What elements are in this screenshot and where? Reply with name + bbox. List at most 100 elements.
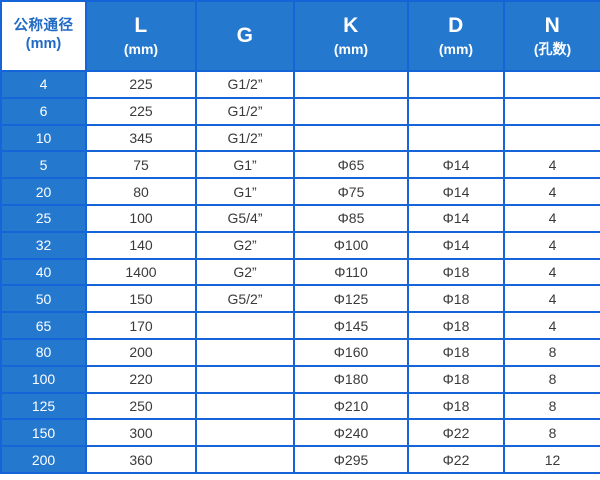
- cell-length-l: 225: [85, 70, 197, 99]
- table-row: 200 360 Φ295 Φ22 12: [0, 445, 600, 474]
- cell-nominal-diameter: 200: [0, 445, 87, 474]
- column-header-unit-label: (孔数): [533, 40, 572, 57]
- cell-bolt-circle-k: [293, 123, 409, 153]
- cell-nominal-diameter: 150: [0, 418, 87, 448]
- cell-bolt-circle-k: Φ125: [293, 284, 409, 314]
- cell-thread-g: G2”: [195, 230, 295, 260]
- cell-bolt-circle-k: [293, 70, 409, 99]
- cell-thread-g: [195, 311, 295, 340]
- cell-bolt-circle-k: Φ145: [293, 311, 409, 340]
- cell-hole-count-n: 4: [503, 311, 600, 340]
- cell-length-l: 220: [85, 364, 197, 394]
- cell-hole-count-n: [503, 123, 600, 153]
- cell-length-l: 300: [85, 418, 197, 448]
- cell-hole-diameter-d: [407, 123, 505, 153]
- cell-bolt-circle-k: Φ85: [293, 203, 409, 233]
- cell-thread-g: G2”: [195, 257, 295, 287]
- cell-nominal-diameter: 5: [0, 150, 87, 180]
- cell-thread-g: G1/2”: [195, 123, 295, 153]
- column-header-g: G: [195, 0, 295, 72]
- column-header-main-label: G: [236, 23, 254, 47]
- cell-length-l: 75: [85, 150, 197, 180]
- cell-hole-diameter-d: Φ14: [407, 203, 505, 233]
- cell-thread-g: [195, 337, 295, 367]
- table-row: 125 250 Φ210 Φ18 8: [0, 391, 600, 421]
- cell-thread-g: G1/2”: [195, 96, 295, 126]
- cell-thread-g: G1/2”: [195, 70, 295, 99]
- cell-length-l: 170: [85, 311, 197, 340]
- table-row: 50 150 G5/2” Φ125 Φ18 4: [0, 284, 600, 314]
- cell-bolt-circle-k: Φ240: [293, 418, 409, 448]
- cell-hole-diameter-d: Φ18: [407, 391, 505, 421]
- cell-hole-diameter-d: Φ18: [407, 337, 505, 367]
- column-header-l: L (mm): [85, 0, 197, 72]
- cell-bolt-circle-k: Φ210: [293, 391, 409, 421]
- cell-bolt-circle-k: Φ110: [293, 257, 409, 287]
- table-row: 20 80 G1” Φ75 Φ14 4: [0, 177, 600, 206]
- cell-nominal-diameter: 40: [0, 257, 87, 287]
- table-row: 80 200 Φ160 Φ18 8: [0, 337, 600, 367]
- column-header-n: N (孔数): [503, 0, 600, 72]
- cell-nominal-diameter: 125: [0, 391, 87, 421]
- column-header-d: D (mm): [407, 0, 505, 72]
- cell-hole-diameter-d: Φ18: [407, 364, 505, 394]
- cell-thread-g: [195, 364, 295, 394]
- cell-nominal-diameter: 50: [0, 284, 87, 314]
- column-header-unit-label: (mm): [123, 40, 159, 57]
- cell-nominal-diameter: 6: [0, 96, 87, 126]
- cell-nominal-diameter: 100: [0, 364, 87, 394]
- cell-length-l: 225: [85, 96, 197, 126]
- cell-nominal-diameter: 80: [0, 337, 87, 367]
- cell-bolt-circle-k: Φ65: [293, 150, 409, 180]
- table-row: 10 345 G1/2”: [0, 123, 600, 153]
- cell-bolt-circle-k: [293, 96, 409, 126]
- cell-hole-diameter-d: [407, 96, 505, 126]
- cell-hole-count-n: 12: [503, 445, 600, 474]
- cell-bolt-circle-k: Φ75: [293, 177, 409, 206]
- table-row: 100 220 Φ180 Φ18 8: [0, 364, 600, 394]
- cell-nominal-diameter: 20: [0, 177, 87, 206]
- cell-hole-count-n: 8: [503, 418, 600, 448]
- table-row: 6 225 G1/2”: [0, 96, 600, 126]
- column-header-unit-label: (mm): [438, 40, 474, 57]
- column-header-unit-label: (mm): [25, 36, 62, 53]
- cell-hole-count-n: [503, 96, 600, 126]
- cell-hole-count-n: 4: [503, 150, 600, 180]
- cell-length-l: 100: [85, 203, 197, 233]
- cell-bolt-circle-k: Φ100: [293, 230, 409, 260]
- cell-thread-g: [195, 391, 295, 421]
- cell-hole-diameter-d: Φ14: [407, 150, 505, 180]
- column-header-main-label: 公称通径: [13, 18, 74, 35]
- table-row: 4 225 G1/2”: [0, 70, 600, 99]
- table-row: 65 170 Φ145 Φ18 4: [0, 311, 600, 340]
- cell-nominal-diameter: 10: [0, 123, 87, 153]
- cell-thread-g: G1”: [195, 150, 295, 180]
- column-header-nominal-diameter: 公称通径 (mm): [0, 0, 87, 72]
- column-header-main-label: N: [544, 14, 561, 38]
- header-row: 公称通径 (mm) L (mm) G K (mm) D (mm) N (孔数): [0, 0, 600, 72]
- cell-length-l: 200: [85, 337, 197, 367]
- table-row: 150 300 Φ240 Φ22 8: [0, 418, 600, 448]
- cell-hole-count-n: 4: [503, 177, 600, 206]
- cell-length-l: 1400: [85, 257, 197, 287]
- cell-hole-diameter-d: Φ22: [407, 418, 505, 448]
- cell-nominal-diameter: 25: [0, 203, 87, 233]
- cell-hole-count-n: 4: [503, 284, 600, 314]
- cell-nominal-diameter: 32: [0, 230, 87, 260]
- cell-hole-count-n: [503, 70, 600, 99]
- cell-hole-count-n: 4: [503, 257, 600, 287]
- cell-hole-diameter-d: Φ14: [407, 177, 505, 206]
- cell-length-l: 345: [85, 123, 197, 153]
- cell-thread-g: G1”: [195, 177, 295, 206]
- table-body: 4 225 G1/2” 6 225 G1/2” 10 345 G1/2” 5 75 G1” Φ65 Φ14…: [0, 70, 600, 474]
- cell-hole-count-n: 8: [503, 337, 600, 367]
- cell-length-l: 80: [85, 177, 197, 206]
- cell-thread-g: [195, 445, 295, 474]
- cell-length-l: 360: [85, 445, 197, 474]
- cell-bolt-circle-k: Φ295: [293, 445, 409, 474]
- cell-bolt-circle-k: Φ180: [293, 364, 409, 394]
- cell-thread-g: G5/2”: [195, 284, 295, 314]
- cell-nominal-diameter: 65: [0, 311, 87, 340]
- column-header-main-label: D: [448, 14, 464, 38]
